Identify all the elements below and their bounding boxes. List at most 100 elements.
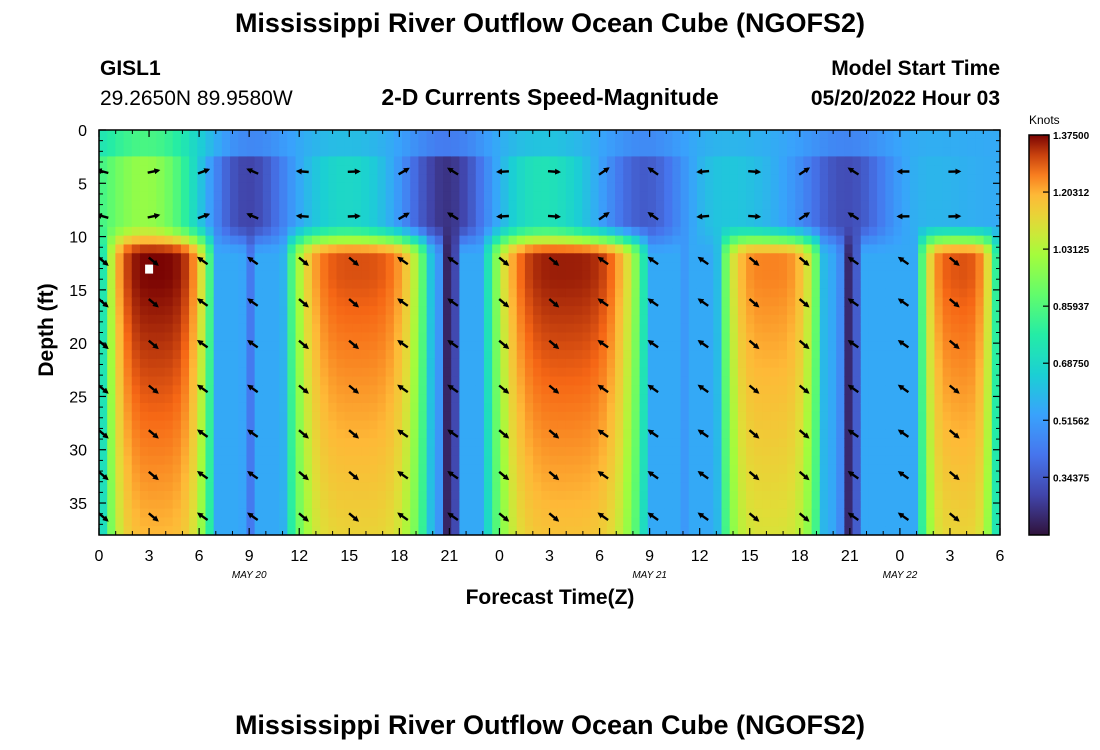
heatmap-cell <box>123 332 133 342</box>
heatmap-cell <box>778 297 788 307</box>
heatmap-cell <box>746 323 755 334</box>
heatmap-cell <box>647 350 657 360</box>
heatmap-cell <box>582 270 592 281</box>
heatmap-cell <box>262 350 272 360</box>
heatmap-cell <box>770 332 780 342</box>
heatmap-cell <box>393 147 403 158</box>
heatmap-cell <box>852 253 862 263</box>
heatmap-cell <box>688 490 698 501</box>
heatmap-cell <box>328 341 338 351</box>
heatmap-cell <box>795 394 805 404</box>
heatmap-cell <box>762 499 772 510</box>
heatmap-cell <box>983 174 993 184</box>
heatmap-cell <box>762 473 772 483</box>
heatmap-cell <box>721 385 731 395</box>
heatmap-cell <box>762 464 772 474</box>
heatmap-cell <box>197 191 207 202</box>
heatmap-cell <box>827 235 837 246</box>
heatmap-cell <box>156 438 166 448</box>
heatmap-cell <box>909 182 919 193</box>
heatmap-cell <box>729 332 739 342</box>
heatmap-cell <box>541 473 551 483</box>
heatmap-cell <box>655 323 665 334</box>
heatmap-cell <box>942 376 952 386</box>
heatmap-cell <box>443 508 452 518</box>
heatmap-cell <box>262 270 272 281</box>
heatmap-cell <box>279 253 288 263</box>
heatmap-cell <box>647 420 657 430</box>
heatmap-cell <box>279 376 288 386</box>
heatmap-cell <box>377 200 387 210</box>
heatmap-cell <box>148 226 157 237</box>
heatmap-cell <box>729 438 739 448</box>
heatmap-cell <box>664 402 673 413</box>
heatmap-cell <box>148 367 157 378</box>
heatmap-cell <box>99 253 108 263</box>
heatmap-cell <box>197 358 207 369</box>
heatmap-cell <box>680 314 690 325</box>
heatmap-cell <box>352 235 362 246</box>
heatmap-cell <box>467 297 477 307</box>
heatmap-cell <box>410 438 420 448</box>
heatmap-cell <box>172 402 182 413</box>
heatmap-cell <box>877 288 886 298</box>
heatmap-cell <box>926 306 936 316</box>
heatmap-cell <box>803 156 813 166</box>
heatmap-cell <box>606 473 616 483</box>
heatmap-cell <box>557 490 567 501</box>
heatmap-cell <box>967 438 977 448</box>
heatmap-cell <box>909 191 919 202</box>
heatmap-cell <box>115 385 125 395</box>
heatmap-cell <box>803 147 813 158</box>
heatmap-cell <box>311 446 321 457</box>
heatmap-cell <box>852 306 862 316</box>
heatmap-cell <box>582 376 592 386</box>
heatmap-cell <box>492 499 501 510</box>
heatmap-cell <box>451 182 460 193</box>
heatmap-cell <box>778 253 788 263</box>
heatmap-cell <box>516 350 526 360</box>
heatmap-cell <box>180 174 190 184</box>
heatmap-cell <box>123 367 133 378</box>
heatmap-cell <box>533 182 542 193</box>
heatmap-cell <box>492 270 501 281</box>
heatmap-cell <box>762 350 772 360</box>
heatmap-cell <box>139 262 149 272</box>
heatmap-cell <box>418 226 428 237</box>
heatmap-cell <box>926 367 936 378</box>
heatmap-cell <box>352 226 362 237</box>
heatmap-cell <box>713 279 723 290</box>
heatmap-cell <box>844 279 854 290</box>
heatmap-cell <box>975 147 985 158</box>
heatmap-cell <box>271 279 280 290</box>
heatmap-cell <box>942 323 952 334</box>
heatmap-cell <box>721 482 731 492</box>
heatmap-cell <box>508 174 518 184</box>
heatmap-cell <box>451 138 460 149</box>
heatmap-cell <box>827 130 837 140</box>
heatmap-cell <box>590 411 600 422</box>
heatmap-cell <box>926 490 936 501</box>
heatmap-cell <box>672 394 682 404</box>
heatmap-cell <box>131 209 141 219</box>
heatmap-cell <box>836 253 845 263</box>
heatmap-cell <box>107 306 116 316</box>
heatmap-cell <box>909 253 919 263</box>
heatmap-cell <box>443 306 452 316</box>
heatmap-cell <box>156 429 166 439</box>
heatmap-cell <box>778 508 788 518</box>
heatmap-cell <box>156 200 166 210</box>
heatmap-cell <box>672 526 682 535</box>
heatmap-cell <box>221 455 231 466</box>
heatmap-cell <box>705 165 714 175</box>
heatmap-cell <box>623 490 633 501</box>
heatmap-cell <box>221 358 231 369</box>
heatmap-cell <box>827 253 837 263</box>
heatmap-cell <box>664 499 673 510</box>
heatmap-cell <box>475 209 485 219</box>
heatmap-cell <box>852 218 862 228</box>
heatmap-cell <box>688 508 698 518</box>
heatmap-cell <box>983 182 993 193</box>
heatmap-cell <box>639 341 649 351</box>
heatmap-cell <box>827 314 837 325</box>
